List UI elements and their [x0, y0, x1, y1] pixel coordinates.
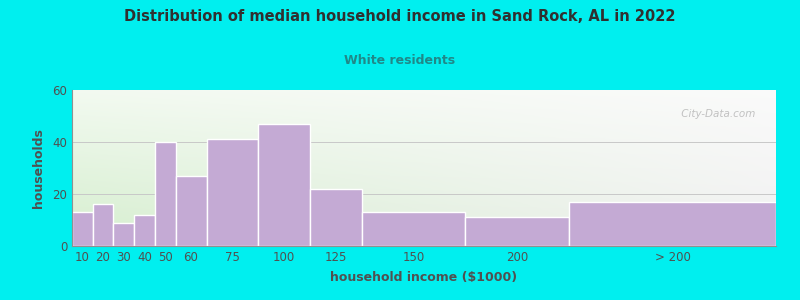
Bar — [569, 202, 776, 246]
Bar — [310, 189, 362, 246]
Bar — [155, 142, 175, 246]
Bar — [93, 204, 114, 246]
Y-axis label: households: households — [32, 128, 46, 208]
X-axis label: household income ($1000): household income ($1000) — [330, 271, 518, 284]
Text: City-Data.com: City-Data.com — [678, 109, 755, 119]
Bar — [258, 124, 310, 246]
Text: White residents: White residents — [345, 54, 455, 67]
Bar — [114, 223, 134, 246]
Bar — [134, 215, 155, 246]
Bar — [206, 140, 258, 246]
Bar — [466, 218, 569, 246]
Bar — [72, 212, 93, 246]
Bar — [175, 176, 206, 246]
Text: Distribution of median household income in Sand Rock, AL in 2022: Distribution of median household income … — [124, 9, 676, 24]
Bar — [362, 212, 466, 246]
